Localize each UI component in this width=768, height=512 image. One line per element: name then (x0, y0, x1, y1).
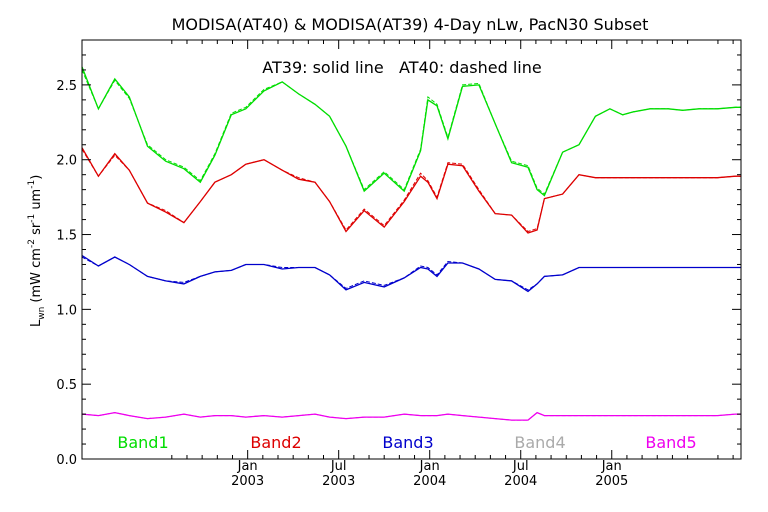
x-tick-label-month-4: Jan (601, 459, 622, 474)
y-tick-label-2: 1.0 (56, 303, 77, 318)
x-tick-label-month-3: Jul (512, 459, 529, 474)
y-label-base: L (29, 319, 44, 327)
x-tick-label-year-0: 2003 (231, 474, 264, 489)
band-label-band5: Band5 (645, 433, 696, 452)
x-tick-label-year-1: 2003 (322, 474, 355, 489)
band-label-band3: Band3 (382, 433, 433, 452)
y-label-exp-1: -2 (27, 239, 37, 248)
x-tick-label-month-0: Jan (237, 459, 258, 474)
y-label-units-close: ) (29, 175, 44, 180)
band-label-band2: Band2 (250, 433, 301, 452)
y-tick-label-3: 1.5 (56, 229, 77, 244)
series-line-band2-at40 (81, 148, 741, 233)
y-axis-label: Lwn (mW cm-2 sr-1 um-1) (27, 154, 47, 356)
series-line-band5-at40 (81, 412, 741, 421)
series-layer (81, 66, 741, 421)
x-tick-label-year-3: 2004 (504, 474, 537, 489)
series-line-band3-at40 (81, 256, 741, 291)
y-label-units-open: (mW cm (29, 248, 44, 307)
band-label-band4: Band4 (514, 433, 565, 452)
x-tick-label-year-2: 2004 (413, 474, 446, 489)
x-tick-label-month-1: Jul (330, 459, 347, 474)
y-tick-label-4: 2.0 (56, 154, 77, 169)
svg-text:Lwn (mW cm-2 sr-1 um-1): Lwn (mW cm-2 sr-1 um-1) (27, 154, 47, 356)
y-tick-label-1: 0.5 (56, 378, 77, 393)
y-tick-label-0: 0.0 (56, 453, 77, 468)
band-label-band1: Band1 (117, 433, 168, 452)
x-tick-label-month-2: Jan (419, 459, 440, 474)
axes-layer: 0.00.51.01.52.02.5Jan2003Jul2003Jan2004J… (56, 39, 742, 489)
band-labels: Band1 Band2 Band3 Band4 Band5 (117, 433, 696, 452)
y-label-exp-2: -1 (27, 214, 37, 223)
y-label-units-mid-1: sr (29, 222, 44, 239)
line-style-annotation: AT39: solid line AT40: dashed line (262, 58, 541, 77)
y-label-exp-3: -1 (27, 180, 37, 189)
series-line-band1-at40 (81, 69, 741, 195)
y-label-units-mid-2: um (29, 189, 44, 214)
y-label-subscript: wn (37, 307, 47, 320)
y-tick-label-5: 2.5 (56, 79, 77, 94)
chart-title: MODISA(AT40) & MODISA(AT39) 4-Day nLw, P… (172, 15, 649, 34)
x-tick-label-year-4: 2005 (595, 474, 628, 489)
